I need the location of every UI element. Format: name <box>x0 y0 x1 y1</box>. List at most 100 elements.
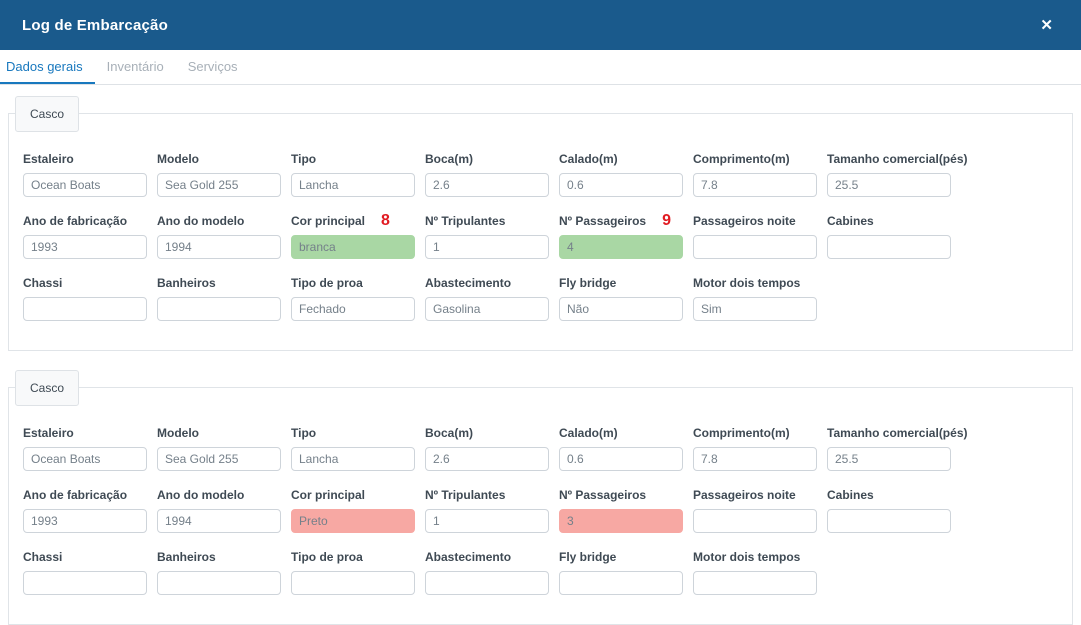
field-banheiros: Banheiros <box>157 550 291 595</box>
field-input-n-tripulantes[interactable] <box>425 509 549 533</box>
field-input-ano-do-modelo[interactable] <box>157 235 281 259</box>
close-icon[interactable]: ✕ <box>1040 16 1053 34</box>
field-input-chassi[interactable] <box>23 571 147 595</box>
field-ano-de-fabricacao: Ano de fabricação <box>23 488 157 533</box>
field-label: Nº Tripulantes <box>425 214 506 228</box>
field-row: Ano de fabricação Ano do modelo Cor princi… <box>23 488 1072 533</box>
field-input-comprimento-m[interactable] <box>693 173 817 197</box>
field-input-tipo[interactable] <box>291 447 415 471</box>
field-input-tipo-de-proa[interactable] <box>291 297 415 321</box>
field-input-n-tripulantes[interactable] <box>425 235 549 259</box>
modal-title: Log de Embarcação <box>22 16 168 34</box>
field-input-motor-dois-tempos[interactable] <box>693 297 817 321</box>
field-input-motor-dois-tempos[interactable] <box>693 571 817 595</box>
field-tipo: Tipo <box>291 426 425 471</box>
field-label: Tamanho comercial(pés) <box>827 152 968 166</box>
field-label-row: Passageiros noite <box>693 488 827 502</box>
field-motor-dois-tempos: Motor dois tempos <box>693 550 827 595</box>
field-estaleiro: Estaleiro <box>23 152 157 197</box>
field-input-fly-bridge[interactable] <box>559 297 683 321</box>
field-input-calado-m[interactable] <box>559 447 683 471</box>
field-label: Nº Tripulantes <box>425 488 506 502</box>
field-input-modelo[interactable] <box>157 173 281 197</box>
field-input-n-passageiros[interactable] <box>559 235 683 259</box>
field-label: Tamanho comercial(pés) <box>827 426 968 440</box>
field-input-tamanho-comercial-pes[interactable] <box>827 447 951 471</box>
field-input-abastecimento[interactable] <box>425 297 549 321</box>
field-input-estaleiro[interactable] <box>23 173 147 197</box>
field-comprimento-m: Comprimento(m) <box>693 152 827 197</box>
field-abastecimento: Abastecimento <box>425 276 559 321</box>
field-label: Boca(m) <box>425 426 474 440</box>
tab-servicos[interactable]: Serviços <box>187 58 238 74</box>
field-modelo: Modelo <box>157 152 291 197</box>
field-label-row: Nº Passageiros 9 <box>559 213 693 229</box>
field-label: Nº Passageiros <box>559 488 647 502</box>
field-label: Tipo <box>291 152 317 166</box>
field-boca-m: Boca(m) <box>425 152 559 197</box>
field-label-row: Motor dois tempos <box>693 276 827 290</box>
field-input-ano-de-fabricacao[interactable] <box>23 509 147 533</box>
field-passageiros-noite: Passageiros noite <box>693 488 827 533</box>
field-input-calado-m[interactable] <box>559 173 683 197</box>
field-input-passageiros-noite[interactable] <box>693 509 817 533</box>
casco-panel: Casco Estaleiro Modelo Tipo Boca(m) Calado(m)… <box>8 370 1073 625</box>
field-tipo: Tipo <box>291 152 425 197</box>
field-label-row: Nº Tripulantes <box>425 488 559 502</box>
field-input-boca-m[interactable] <box>425 447 549 471</box>
field-label-row: Abastecimento <box>425 276 559 290</box>
field-input-cabines[interactable] <box>827 235 951 259</box>
field-cabines: Cabines <box>827 214 961 259</box>
field-input-banheiros[interactable] <box>157 297 281 321</box>
field-input-tipo-de-proa[interactable] <box>291 571 415 595</box>
field-comprimento-m: Comprimento(m) <box>693 426 827 471</box>
field-label-row: Banheiros <box>157 550 291 564</box>
field-input-cor-principal[interactable] <box>291 509 415 533</box>
field-input-estaleiro[interactable] <box>23 447 147 471</box>
field-input-banheiros[interactable] <box>157 571 281 595</box>
tab-dados-gerais[interactable]: Dados gerais <box>0 50 95 84</box>
annotation-badge: 8 <box>381 212 390 229</box>
field-input-boca-m[interactable] <box>425 173 549 197</box>
field-input-ano-do-modelo[interactable] <box>157 509 281 533</box>
field-input-modelo[interactable] <box>157 447 281 471</box>
field-input-tamanho-comercial-pes[interactable] <box>827 173 951 197</box>
field-label: Modelo <box>157 426 199 440</box>
field-input-comprimento-m[interactable] <box>693 447 817 471</box>
field-n-passageiros: Nº Passageiros 9 <box>559 213 693 259</box>
field-input-tipo[interactable] <box>291 173 415 197</box>
field-input-ano-de-fabricacao[interactable] <box>23 235 147 259</box>
field-tipo-de-proa: Tipo de proa <box>291 276 425 321</box>
field-ano-do-modelo: Ano do modelo <box>157 214 291 259</box>
field-label: Passageiros noite <box>693 488 796 502</box>
field-input-cabines[interactable] <box>827 509 951 533</box>
field-input-chassi[interactable] <box>23 297 147 321</box>
field-label-row: Ano do modelo <box>157 488 291 502</box>
field-label-row: Abastecimento <box>425 550 559 564</box>
field-label: Tipo de proa <box>291 276 363 290</box>
field-label: Chassi <box>23 550 63 564</box>
field-input-fly-bridge[interactable] <box>559 571 683 595</box>
field-tipo-de-proa: Tipo de proa <box>291 550 425 595</box>
field-motor-dois-tempos: Motor dois tempos <box>693 276 827 321</box>
field-label: Estaleiro <box>23 152 74 166</box>
modal-body: Casco Estaleiro Modelo Tipo Boca(m) Calado(m)… <box>0 96 1081 625</box>
tab-inventario[interactable]: Inventário <box>106 58 164 74</box>
field-input-abastecimento[interactable] <box>425 571 549 595</box>
field-label-row: Estaleiro <box>23 426 157 440</box>
field-input-passageiros-noite[interactable] <box>693 235 817 259</box>
field-label: Estaleiro <box>23 426 74 440</box>
field-input-cor-principal[interactable] <box>291 235 415 259</box>
field-label: Banheiros <box>157 276 216 290</box>
field-input-n-passageiros[interactable] <box>559 509 683 533</box>
field-label: Comprimento(m) <box>693 426 790 440</box>
field-label: Passageiros noite <box>693 214 796 228</box>
field-label-row: Tipo de proa <box>291 276 425 290</box>
field-label-row: Comprimento(m) <box>693 152 827 166</box>
field-n-tripulantes: Nº Tripulantes <box>425 214 559 259</box>
field-row: Estaleiro Modelo Tipo Boca(m) Calado(m) Compr… <box>23 426 1072 471</box>
field-label: Ano de fabricação <box>23 214 128 228</box>
field-label-row: Calado(m) <box>559 426 693 440</box>
field-label-row: Nº Tripulantes <box>425 214 559 228</box>
field-label: Tipo de proa <box>291 550 363 564</box>
